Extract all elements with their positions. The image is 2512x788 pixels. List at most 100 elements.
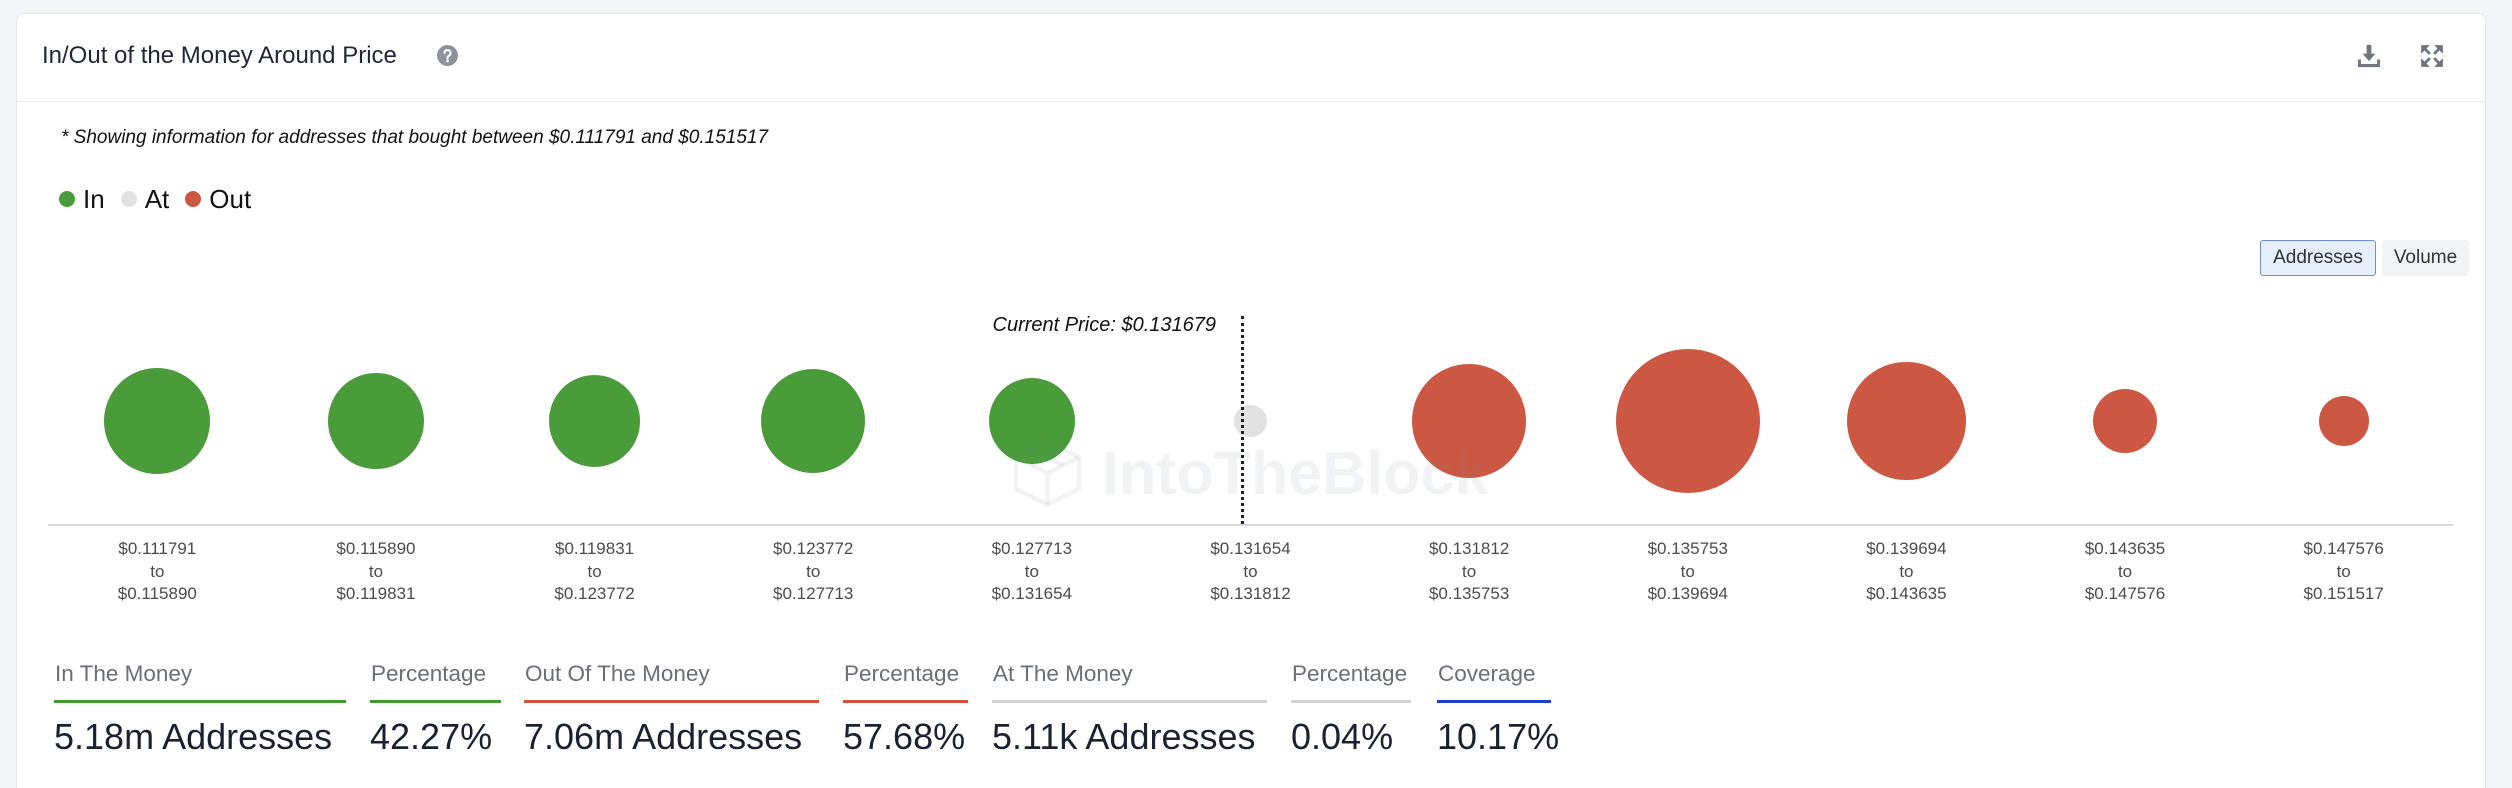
legend-item-out[interactable]: Out bbox=[185, 186, 251, 212]
stat-value: 10.17% bbox=[1437, 716, 1560, 757]
range-joiner-label: to bbox=[806, 561, 821, 581]
price-range-label: $0.111791 to $0.115890 bbox=[57, 538, 257, 606]
price-cluster-bubble[interactable] bbox=[549, 375, 641, 467]
addresses-toggle-button[interactable]: Addresses bbox=[2260, 240, 2376, 276]
range-joiner-label: to bbox=[1680, 561, 1695, 581]
price-cluster-bubble[interactable] bbox=[328, 373, 424, 469]
range-joiner-label: to bbox=[2336, 561, 2351, 581]
range-low-label: $0.111791 bbox=[118, 539, 197, 558]
stat-title: Out Of The Money bbox=[525, 661, 710, 686]
legend-item-in[interactable]: In bbox=[59, 186, 105, 212]
stat-value: 7.06m Addresses bbox=[524, 716, 803, 757]
range-high-label: $0.135753 bbox=[1428, 584, 1510, 603]
range-low-label: $0.115890 bbox=[336, 539, 416, 558]
range-high-label: $0.139694 bbox=[1647, 584, 1728, 603]
price-range-label: $0.143635 to $0.147576 bbox=[2025, 538, 2225, 606]
legend-label-in: In bbox=[83, 184, 105, 214]
stat-underline bbox=[54, 700, 346, 703]
price-range-label: $0.115890 to $0.119831 bbox=[276, 538, 476, 606]
legend-label-out: Out bbox=[209, 184, 252, 214]
stat-title: Percentage bbox=[371, 661, 487, 686]
stat-underline bbox=[992, 700, 1267, 703]
legend-dot-out bbox=[185, 191, 202, 207]
expand-icon[interactable] bbox=[2419, 43, 2445, 69]
range-joiner-label: to bbox=[2117, 561, 2133, 581]
price-cluster-bubble[interactable] bbox=[1412, 364, 1526, 478]
question-circle-icon[interactable] bbox=[437, 45, 458, 66]
stat-at-the-money: At The Money 5.11k Addresses bbox=[992, 662, 1267, 757]
range-low-label: $0.119831 bbox=[555, 539, 635, 558]
current-price-line bbox=[1241, 316, 1244, 524]
range-low-label: $0.139694 bbox=[1866, 539, 1947, 558]
chart-baseline bbox=[48, 524, 2453, 526]
range-high-label: $0.147576 bbox=[2084, 584, 2166, 603]
range-joiner-label: to bbox=[587, 561, 602, 581]
range-low-label: $0.135753 bbox=[1647, 539, 1728, 558]
stat-underline bbox=[1437, 700, 1551, 703]
stat-underline bbox=[843, 700, 968, 703]
range-joiner-label: to bbox=[1899, 561, 1914, 581]
price-range-label: $0.123772 to $0.127713 bbox=[713, 538, 913, 606]
stat-coverage: Coverage 10.17% bbox=[1437, 661, 1560, 757]
legend-item-at[interactable]: At bbox=[120, 186, 169, 212]
range-joiner-label: to bbox=[1243, 561, 1258, 581]
price-cluster-bubble[interactable] bbox=[2092, 388, 2158, 454]
range-low-label: $0.147576 bbox=[2303, 539, 2384, 558]
price-cluster-bubble[interactable] bbox=[2318, 396, 2369, 446]
range-label-layer: $0.111791 to $0.115890 $0.115890 to $0.119831… bbox=[17, 294, 2485, 624]
download-icon[interactable] bbox=[2355, 42, 2383, 70]
volume-toggle-button[interactable]: Volume bbox=[2382, 240, 2469, 276]
info-note: * Showing information for addresses that… bbox=[61, 127, 769, 148]
price-cluster-bubble[interactable] bbox=[104, 368, 211, 474]
price-range-label: $0.147576 to $0.151517 bbox=[2244, 538, 2444, 606]
stat-title: In The Money bbox=[55, 661, 193, 686]
range-low-label: $0.127713 bbox=[991, 539, 1073, 558]
range-high-label: $0.119831 bbox=[336, 584, 416, 603]
metric-toggle: Addresses Volume bbox=[2260, 240, 2469, 276]
stat-title: Coverage bbox=[1438, 661, 1536, 686]
legend-dot-at bbox=[120, 191, 137, 207]
card-header: In/Out of the Money Around Price bbox=[17, 14, 2485, 102]
range-high-label: $0.127713 bbox=[773, 584, 854, 603]
price-cluster-bubble[interactable] bbox=[1615, 349, 1760, 493]
range-joiner-label: to bbox=[368, 561, 384, 581]
stat-at-percentage: Percentage 0.04% bbox=[1291, 662, 1411, 757]
range-low-label: $0.131812 bbox=[1428, 539, 1510, 558]
price-range-label: $0.135753 to $0.139694 bbox=[1588, 538, 1788, 606]
price-cluster-bubble[interactable] bbox=[1847, 361, 1966, 481]
stat-out-of-the-money: Out Of The Money 7.06m Addresses bbox=[524, 662, 819, 757]
range-high-label: $0.151517 bbox=[2303, 584, 2384, 603]
stat-value: 42.27% bbox=[370, 716, 493, 757]
range-joiner-label: to bbox=[1024, 561, 1039, 581]
range-joiner-label: to bbox=[1462, 561, 1477, 581]
range-high-label: $0.131654 bbox=[991, 584, 1073, 603]
range-high-label: $0.131812 bbox=[1210, 584, 1291, 603]
stat-title: Percentage bbox=[844, 661, 960, 686]
stat-value: 5.18m Addresses bbox=[54, 716, 333, 757]
price-cluster-bubble[interactable] bbox=[1234, 404, 1267, 438]
range-high-label: $0.143635 bbox=[1866, 584, 1947, 603]
range-low-label: $0.123772 bbox=[773, 539, 854, 558]
stat-out-percentage: Percentage 57.68% bbox=[843, 662, 968, 757]
stat-underline bbox=[1291, 700, 1411, 703]
price-range-label: $0.131654 to $0.131812 bbox=[1151, 538, 1351, 606]
stat-title: At The Money bbox=[993, 661, 1133, 686]
price-cluster-bubble[interactable] bbox=[988, 377, 1076, 465]
chart-legend: In At Out bbox=[59, 186, 267, 212]
price-cluster-bubble[interactable] bbox=[761, 369, 866, 473]
legend-dot-in bbox=[59, 191, 75, 207]
price-range-label: $0.119831 to $0.123772 bbox=[495, 538, 695, 606]
in-out-of-money-card: In/Out of the Money Around Price * Showi… bbox=[16, 13, 2486, 788]
price-range-label: $0.139694 to $0.143635 bbox=[1806, 538, 2006, 606]
stat-underline bbox=[524, 700, 819, 703]
stat-value: 5.11k Addresses bbox=[992, 716, 1256, 757]
current-price-label: Current Price: $0.131679 bbox=[992, 314, 1216, 336]
bubble-chart: IntoTheBlock Current Price: $0.131679 $0… bbox=[17, 294, 2485, 624]
stat-in-percentage: Percentage 42.27% bbox=[370, 662, 501, 757]
price-range-label: $0.127713 to $0.131654 bbox=[932, 538, 1132, 606]
range-high-label: $0.123772 bbox=[554, 584, 635, 603]
price-range-label: $0.131812 to $0.135753 bbox=[1369, 538, 1569, 606]
stat-underline bbox=[370, 700, 501, 703]
bubble-layer bbox=[17, 294, 2485, 624]
stat-value: 0.04% bbox=[1291, 716, 1394, 757]
